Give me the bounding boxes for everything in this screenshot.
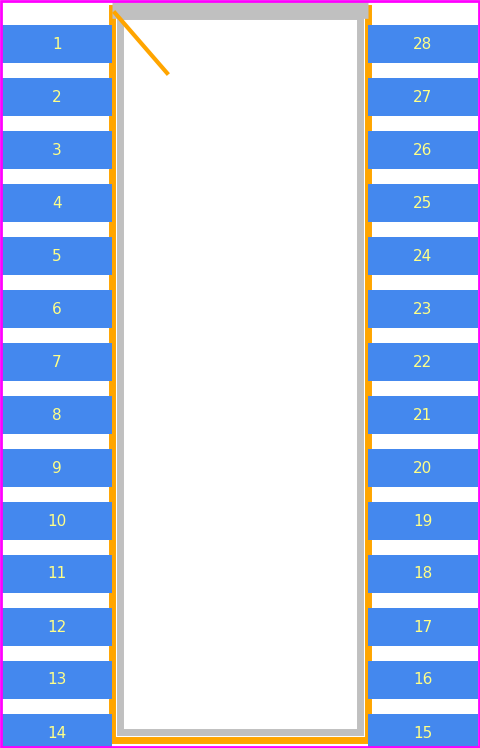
Bar — [120, 16, 360, 732]
Text: 23: 23 — [413, 301, 432, 316]
Text: 24: 24 — [413, 248, 432, 263]
Bar — [112, 8, 368, 740]
Text: 19: 19 — [413, 513, 432, 529]
Text: 6: 6 — [52, 301, 62, 316]
Bar — [2, 78, 112, 116]
Bar — [2, 237, 112, 275]
Text: 16: 16 — [413, 672, 432, 687]
Bar — [2, 502, 112, 540]
Bar — [368, 555, 478, 593]
Bar — [2, 343, 112, 381]
Bar — [2, 25, 112, 63]
Bar — [2, 131, 112, 169]
Text: 17: 17 — [413, 619, 432, 634]
Bar — [368, 608, 478, 646]
Bar — [2, 449, 112, 487]
Bar — [2, 555, 112, 593]
Text: 13: 13 — [48, 672, 67, 687]
Text: 7: 7 — [52, 355, 62, 370]
Text: 26: 26 — [413, 143, 432, 158]
Text: 2: 2 — [52, 90, 62, 105]
Bar — [368, 290, 478, 328]
Text: 20: 20 — [413, 461, 432, 476]
Bar — [2, 184, 112, 222]
Text: 5: 5 — [52, 248, 62, 263]
Bar — [2, 396, 112, 434]
Text: 14: 14 — [48, 726, 67, 741]
Text: 27: 27 — [413, 90, 432, 105]
Text: 12: 12 — [48, 619, 67, 634]
Bar — [368, 396, 478, 434]
Text: 22: 22 — [413, 355, 432, 370]
Bar — [368, 661, 478, 699]
Text: 9: 9 — [52, 461, 62, 476]
Text: 18: 18 — [413, 566, 432, 581]
Text: 21: 21 — [413, 408, 432, 423]
Bar — [368, 237, 478, 275]
Text: 3: 3 — [52, 143, 62, 158]
Bar — [368, 714, 478, 748]
Bar — [368, 343, 478, 381]
Text: 15: 15 — [413, 726, 432, 741]
Bar — [2, 714, 112, 748]
Bar — [2, 608, 112, 646]
Text: 1: 1 — [52, 37, 62, 52]
Text: 10: 10 — [48, 513, 67, 529]
Text: 28: 28 — [413, 37, 432, 52]
Text: 25: 25 — [413, 195, 432, 210]
Bar — [368, 449, 478, 487]
Text: 4: 4 — [52, 195, 62, 210]
Text: 11: 11 — [48, 566, 67, 581]
Bar — [368, 502, 478, 540]
Bar — [368, 184, 478, 222]
Text: 8: 8 — [52, 408, 62, 423]
Bar — [368, 131, 478, 169]
Bar — [2, 661, 112, 699]
Bar — [368, 78, 478, 116]
Bar — [2, 290, 112, 328]
Bar — [368, 25, 478, 63]
